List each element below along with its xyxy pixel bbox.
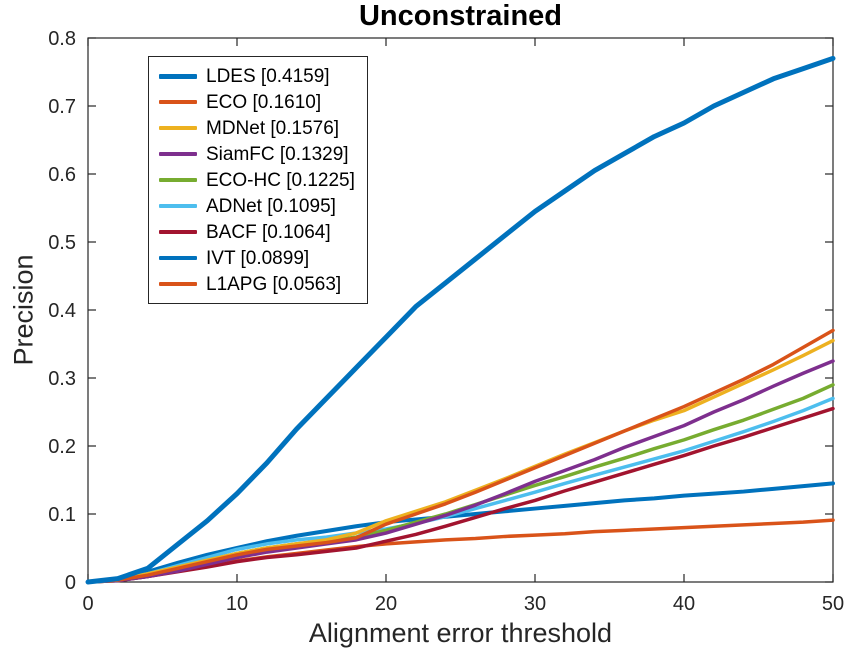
y-tick-label: 0.6 — [48, 164, 76, 186]
series-line-siamfc — [86, 359, 835, 584]
x-tick-label: 40 — [673, 593, 695, 615]
chart-title: Unconstrained — [358, 0, 563, 32]
legend-line-sample — [159, 281, 197, 287]
series-line-eco-hc — [86, 383, 835, 584]
x-tick-label: 0 — [82, 593, 93, 615]
legend-item: MDNet [0.1576] — [159, 115, 355, 141]
legend-line-sample — [159, 73, 197, 79]
legend-line-sample — [159, 99, 197, 105]
legend-label: ECO-HC [0.1225] — [206, 169, 355, 191]
x-tick-label: 30 — [524, 593, 546, 615]
y-tick-label: 0.2 — [48, 436, 76, 458]
legend-line-sample — [159, 125, 197, 131]
x-tick-label: 50 — [822, 593, 844, 615]
legend-line-sample — [159, 255, 197, 261]
x-tick-label: 10 — [226, 593, 248, 615]
y-tick-label: 0.4 — [48, 300, 76, 322]
legend-line-sample — [159, 203, 197, 209]
legend-item: ECO-HC [0.1225] — [159, 167, 355, 193]
legend-label: MDNet [0.1576] — [206, 117, 340, 139]
legend-label: BACF [0.1064] — [206, 221, 331, 243]
series-line-eco — [86, 328, 835, 584]
series-line-ivt — [86, 481, 835, 584]
legend-label: SiamFC [0.1329] — [206, 143, 349, 165]
series-line-adnet — [86, 396, 835, 584]
y-tick-label: 0.1 — [48, 504, 76, 526]
y-tick-label: 0 — [65, 572, 76, 594]
legend-label: LDES [0.4159] — [206, 65, 330, 87]
legend-line-sample — [159, 177, 197, 183]
legend-item: SiamFC [0.1329] — [159, 141, 355, 167]
legend-label: L1APG [0.0563] — [206, 273, 342, 295]
series-line-mdnet — [86, 338, 835, 584]
legend-line-sample — [159, 151, 197, 157]
legend-label: ADNet [0.1095] — [206, 195, 336, 217]
y-tick-label: 0.7 — [48, 96, 76, 118]
legend-label: ECO [0.1610] — [206, 91, 322, 113]
legend-item: IVT [0.0899] — [159, 245, 355, 271]
y-tick-label: 0.8 — [48, 28, 76, 50]
legend-label: IVT [0.0899] — [206, 247, 310, 269]
legend: LDES [0.4159] ECO [0.1610] MDNet [0.1576] S… — [148, 56, 368, 304]
legend-item: LDES [0.4159] — [159, 63, 355, 89]
legend-item: ECO [0.1610] — [159, 89, 355, 115]
legend-item: BACF [0.1064] — [159, 219, 355, 245]
series-line-ldes — [85, 55, 836, 585]
y-tick-label: 0.5 — [48, 232, 76, 254]
legend-item: L1APG [0.0563] — [159, 271, 355, 297]
legend-line-sample — [159, 229, 197, 235]
x-tick-label: 20 — [375, 593, 397, 615]
legend-item: ADNet [0.1095] — [159, 193, 355, 219]
series-line-bacf — [86, 406, 835, 584]
x-axis-label: Alignment error threshold — [308, 618, 613, 648]
y-tick-label: 0.3 — [48, 368, 76, 390]
